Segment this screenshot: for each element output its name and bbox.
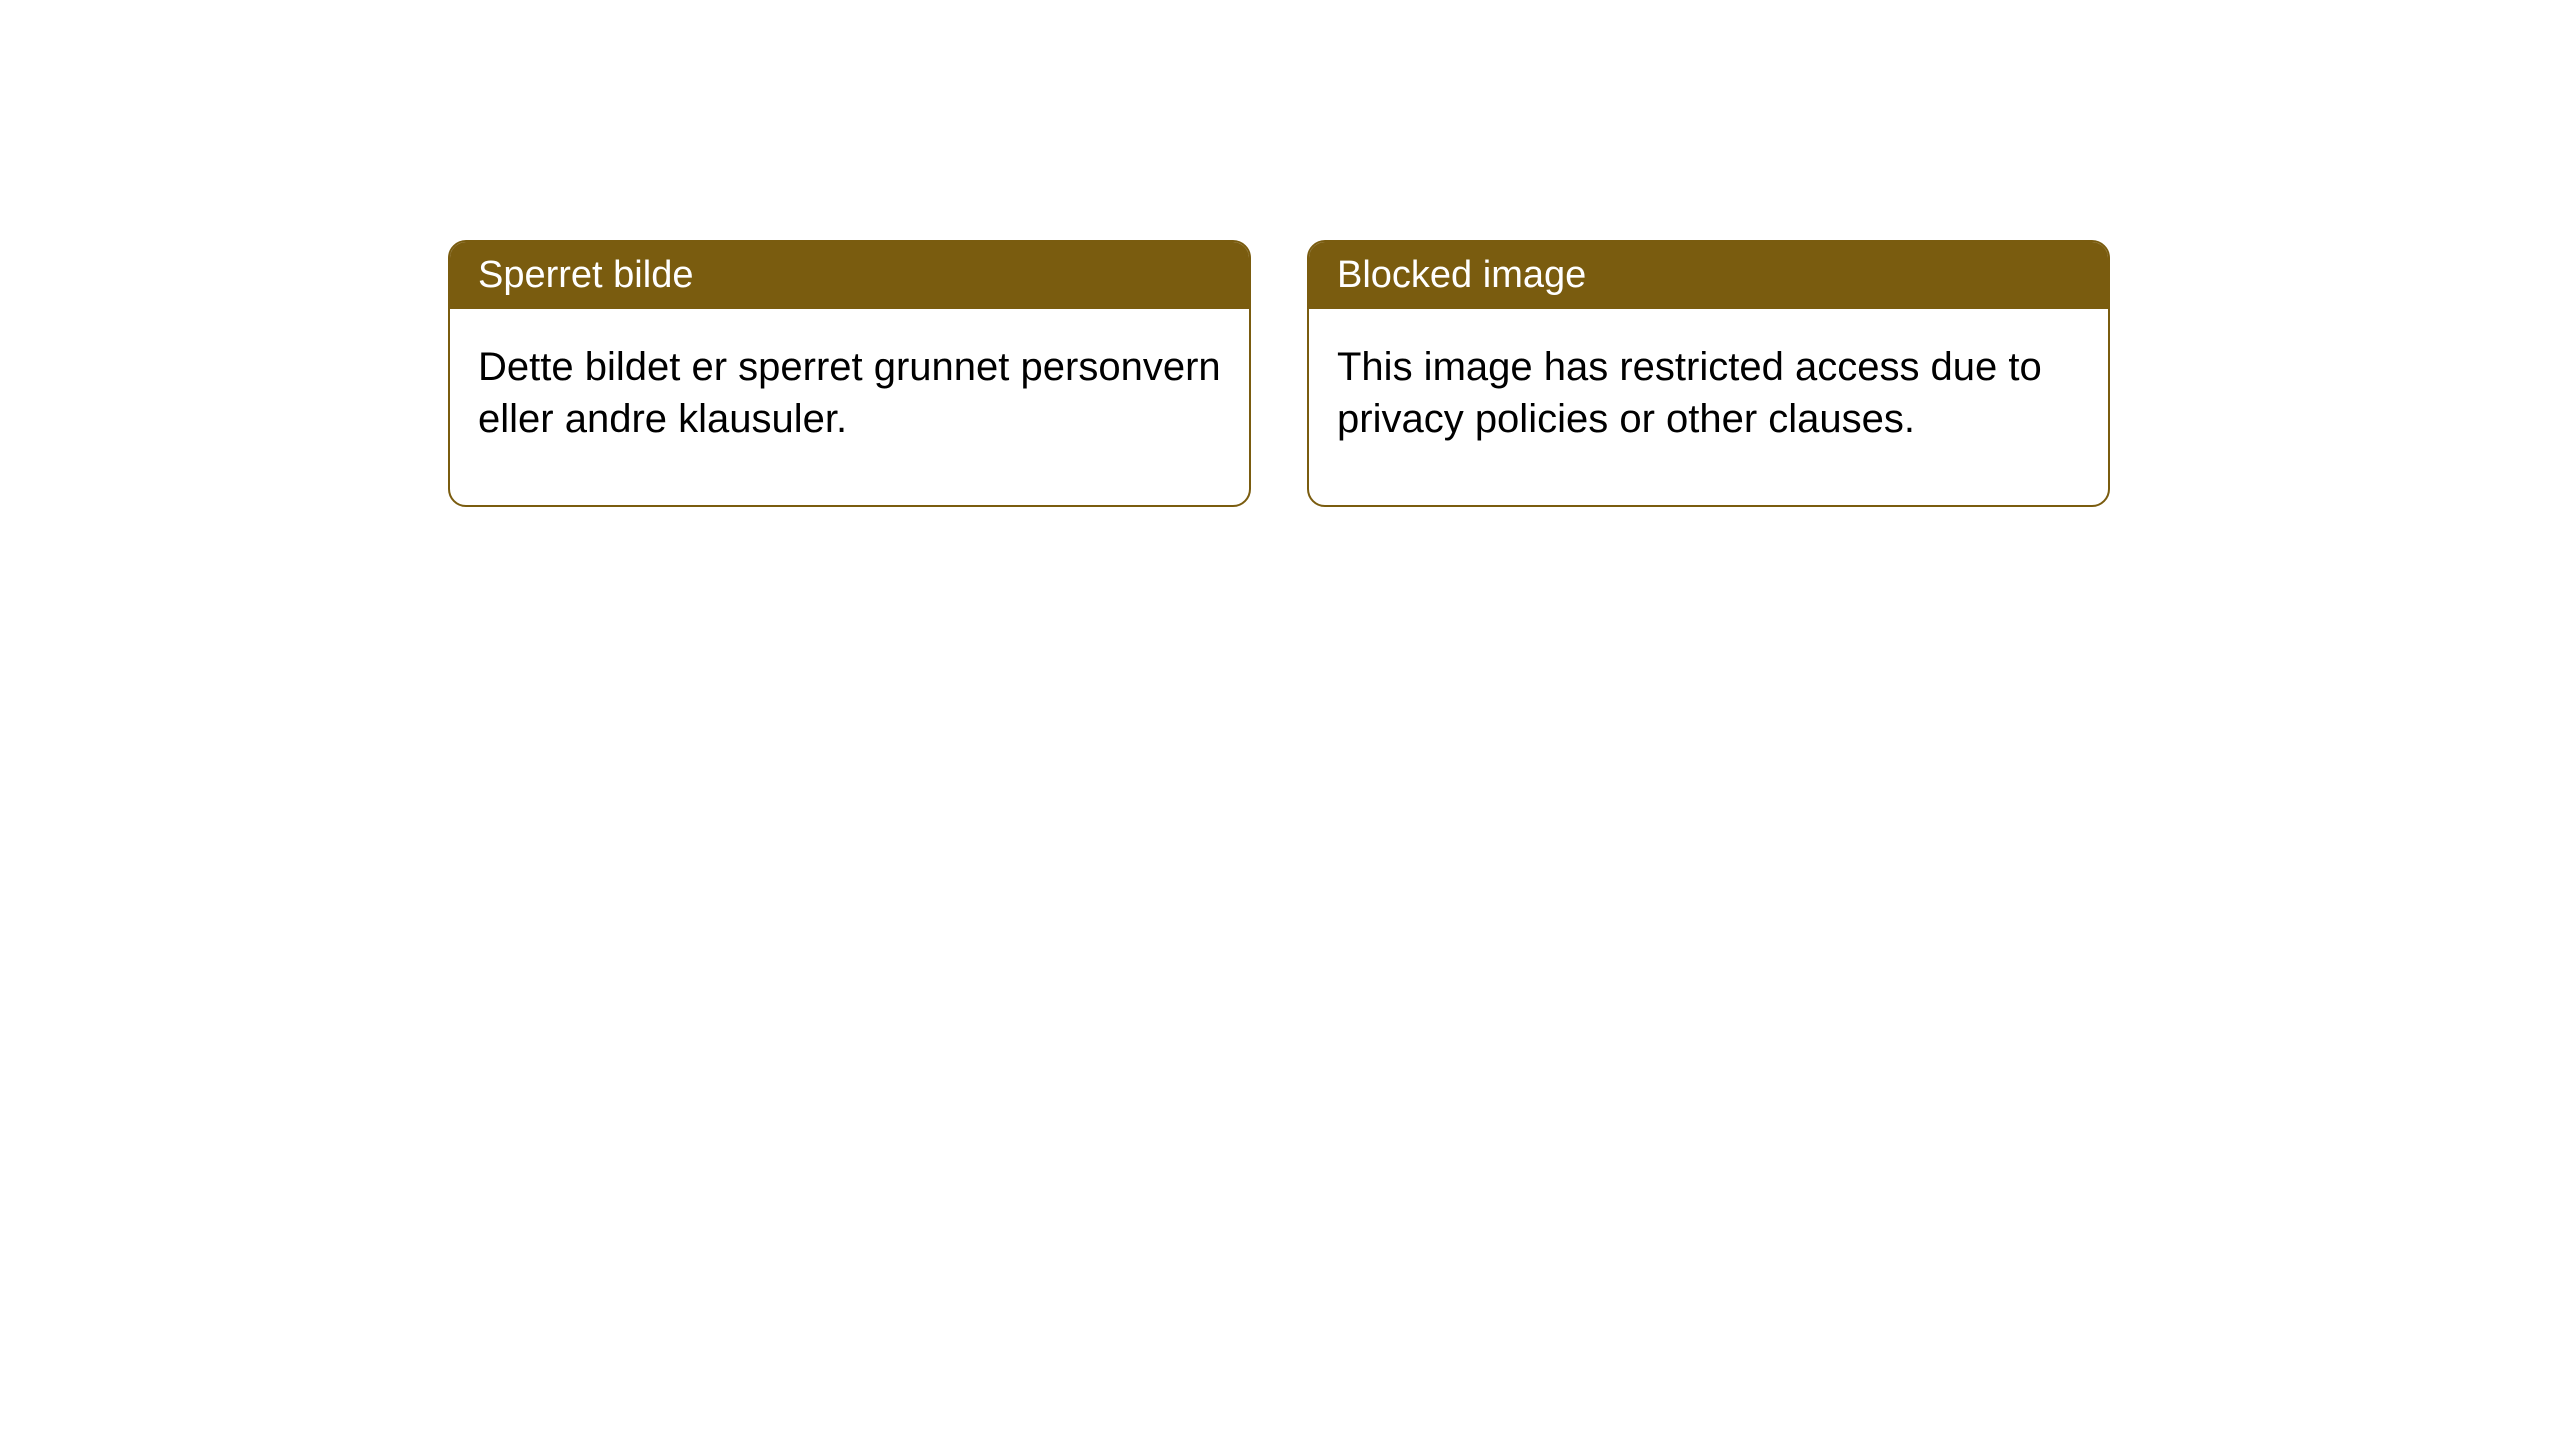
card-body: Dette bildet er sperret grunnet personve…: [450, 309, 1249, 505]
card-title: Sperret bilde: [478, 254, 693, 296]
notice-card-english: Blocked image This image has restricted …: [1307, 240, 2110, 507]
card-header: Blocked image: [1309, 242, 2108, 309]
card-body: This image has restricted access due to …: [1309, 309, 2108, 505]
notice-card-norwegian: Sperret bilde Dette bildet er sperret gr…: [448, 240, 1251, 507]
card-header: Sperret bilde: [450, 242, 1249, 309]
card-title: Blocked image: [1337, 254, 1586, 296]
card-body-text: This image has restricted access due to …: [1337, 345, 2042, 441]
card-body-text: Dette bildet er sperret grunnet personve…: [478, 345, 1221, 441]
notice-cards-container: Sperret bilde Dette bildet er sperret gr…: [448, 240, 2110, 507]
